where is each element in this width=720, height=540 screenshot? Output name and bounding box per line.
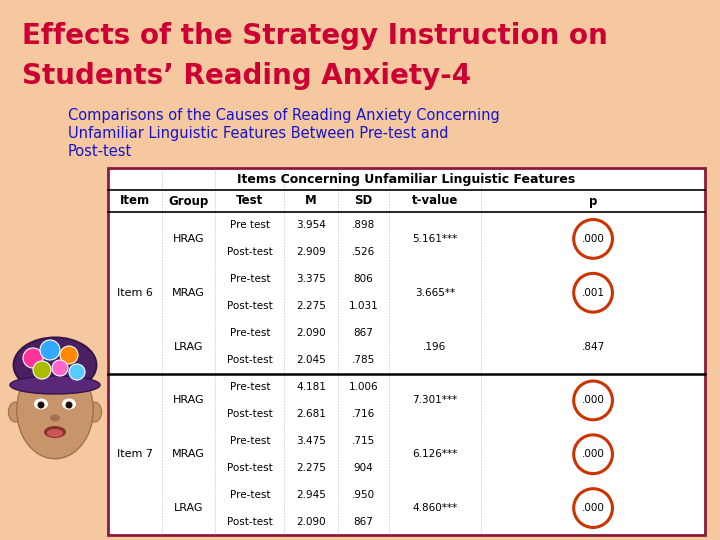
Ellipse shape [44, 426, 66, 438]
Text: Group: Group [168, 194, 209, 207]
Text: .000: .000 [582, 503, 605, 513]
Text: Pre-test: Pre-test [230, 382, 270, 392]
Circle shape [33, 361, 51, 379]
Text: 2.681: 2.681 [296, 409, 326, 419]
Ellipse shape [10, 376, 100, 394]
Text: 2.275: 2.275 [296, 301, 326, 311]
Text: .000: .000 [582, 234, 605, 244]
Text: 2.275: 2.275 [296, 463, 326, 472]
Text: 2.045: 2.045 [296, 355, 326, 365]
Text: Post-test: Post-test [227, 301, 273, 311]
Text: Effects of the Strategy Instruction on: Effects of the Strategy Instruction on [22, 22, 608, 50]
Text: 5.161***: 5.161*** [413, 234, 457, 244]
Text: Pre-test: Pre-test [230, 436, 270, 446]
Text: .785: .785 [351, 355, 375, 365]
Text: SD: SD [354, 194, 372, 207]
Circle shape [23, 348, 43, 368]
Text: .000: .000 [582, 395, 605, 406]
Ellipse shape [47, 429, 63, 437]
Text: Test: Test [236, 194, 264, 207]
Text: .001: .001 [582, 288, 605, 298]
Text: 867: 867 [354, 328, 373, 338]
Text: 3.375: 3.375 [296, 274, 326, 284]
Text: 4.181: 4.181 [296, 382, 326, 392]
Text: 3.475: 3.475 [296, 436, 326, 446]
Text: 867: 867 [354, 517, 373, 526]
Text: Unfamiliar Linguistic Features Between Pre-test and: Unfamiliar Linguistic Features Between P… [68, 126, 449, 141]
Text: M: M [305, 194, 317, 207]
Text: .847: .847 [582, 342, 605, 352]
Text: .950: .950 [351, 490, 375, 500]
Ellipse shape [66, 402, 73, 408]
Text: Item 6: Item 6 [117, 288, 153, 298]
Text: .196: .196 [423, 342, 446, 352]
Ellipse shape [50, 415, 60, 422]
Bar [108, 168, 705, 535]
Text: .715: .715 [351, 436, 375, 446]
Text: t-value: t-value [412, 194, 458, 207]
Ellipse shape [88, 402, 102, 422]
Text: Post-test: Post-test [227, 247, 273, 258]
Text: HRAG: HRAG [173, 395, 204, 406]
Text: MRAG: MRAG [172, 449, 205, 459]
Text: .716: .716 [351, 409, 375, 419]
Text: Post-test: Post-test [227, 517, 273, 526]
Text: .898: .898 [351, 220, 375, 231]
Text: Pre-test: Pre-test [230, 490, 270, 500]
Text: 904: 904 [354, 463, 373, 472]
Text: p: p [589, 194, 598, 207]
Text: Post-test: Post-test [227, 463, 273, 472]
Circle shape [52, 360, 68, 376]
Text: HRAG: HRAG [173, 234, 204, 244]
Text: 3.954: 3.954 [296, 220, 326, 231]
Circle shape [40, 340, 60, 360]
Text: Post-test: Post-test [227, 355, 273, 365]
Text: 2.090: 2.090 [296, 328, 325, 338]
Circle shape [69, 364, 85, 380]
Ellipse shape [14, 338, 96, 393]
Text: Item 7: Item 7 [117, 449, 153, 459]
Text: Items Concerning Unfamiliar Linguistic Features: Items Concerning Unfamiliar Linguistic F… [238, 172, 575, 186]
Text: .526: .526 [351, 247, 375, 258]
Ellipse shape [9, 402, 22, 422]
Text: Pre-test: Pre-test [230, 274, 270, 284]
Text: 6.126***: 6.126*** [413, 449, 457, 459]
Text: Post-test: Post-test [227, 409, 273, 419]
Text: 3.665**: 3.665** [415, 288, 455, 298]
Ellipse shape [62, 399, 76, 409]
Circle shape [60, 346, 78, 364]
Text: Item: Item [120, 194, 150, 207]
Text: 1.006: 1.006 [348, 382, 378, 392]
Text: 4.860***: 4.860*** [413, 503, 457, 513]
Ellipse shape [37, 402, 45, 408]
Text: 2.909: 2.909 [296, 247, 326, 258]
Text: .000: .000 [582, 449, 605, 459]
Text: Post-test: Post-test [68, 144, 132, 159]
Text: Pre-test: Pre-test [230, 328, 270, 338]
Text: Comparisons of the Causes of Reading Anxiety Concerning: Comparisons of the Causes of Reading Anx… [68, 108, 500, 123]
Text: 2.945: 2.945 [296, 490, 326, 500]
Text: LRAG: LRAG [174, 342, 203, 352]
Text: 7.301***: 7.301*** [413, 395, 457, 406]
Text: Students’ Reading Anxiety-4: Students’ Reading Anxiety-4 [22, 62, 471, 90]
Text: LRAG: LRAG [174, 503, 203, 513]
Ellipse shape [17, 361, 94, 459]
Ellipse shape [34, 399, 48, 409]
Text: Pre test: Pre test [230, 220, 270, 231]
Text: 806: 806 [354, 274, 373, 284]
Text: 2.090: 2.090 [296, 517, 325, 526]
Text: MRAG: MRAG [172, 288, 205, 298]
Text: 1.031: 1.031 [348, 301, 378, 311]
